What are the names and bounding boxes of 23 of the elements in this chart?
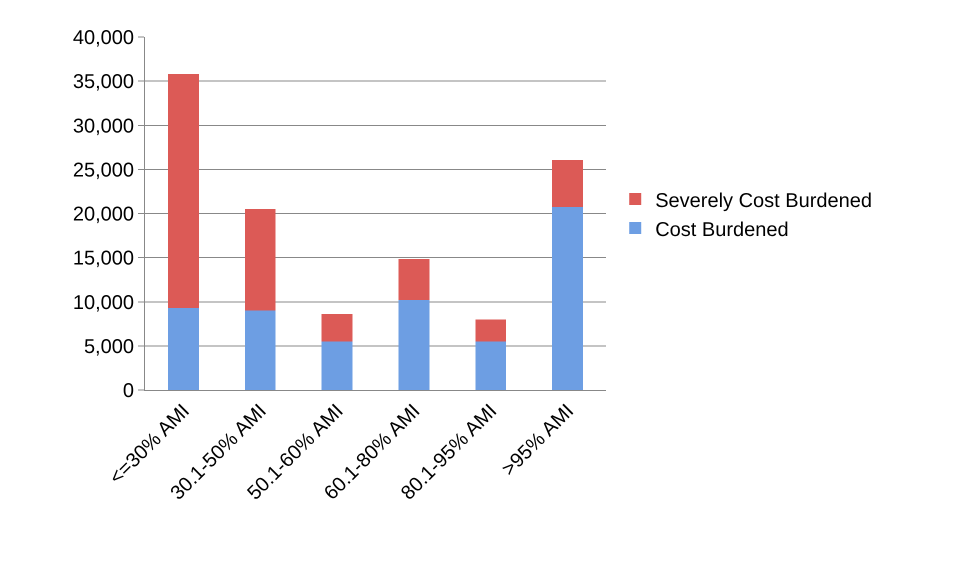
y-tick-label: 20,000 <box>72 204 134 226</box>
y-tick-label: 25,000 <box>72 159 134 182</box>
bar <box>244 209 276 311</box>
bar <box>168 74 199 308</box>
bar <box>475 319 506 342</box>
bar <box>552 206 583 390</box>
bar <box>322 341 352 390</box>
y-tick-label: 30,000 <box>72 115 134 138</box>
y-tick-label: 15,000 <box>72 248 134 270</box>
bar <box>244 310 276 390</box>
bar <box>552 160 583 207</box>
y-tick-label: 40,000 <box>72 27 134 49</box>
bar <box>398 258 430 300</box>
y-tick-label: 35,000 <box>72 71 134 94</box>
legend-label: Cost Burdened <box>655 218 789 241</box>
bar <box>168 308 199 390</box>
y-tick-label: 5,000 <box>84 336 134 358</box>
bar <box>475 341 506 390</box>
y-tick-label: 10,000 <box>72 292 134 314</box>
legend-label: Severely Cost Burdened <box>655 190 872 212</box>
bar <box>398 300 430 390</box>
bar <box>322 314 352 342</box>
y-tick-label: 0 <box>122 380 134 402</box>
